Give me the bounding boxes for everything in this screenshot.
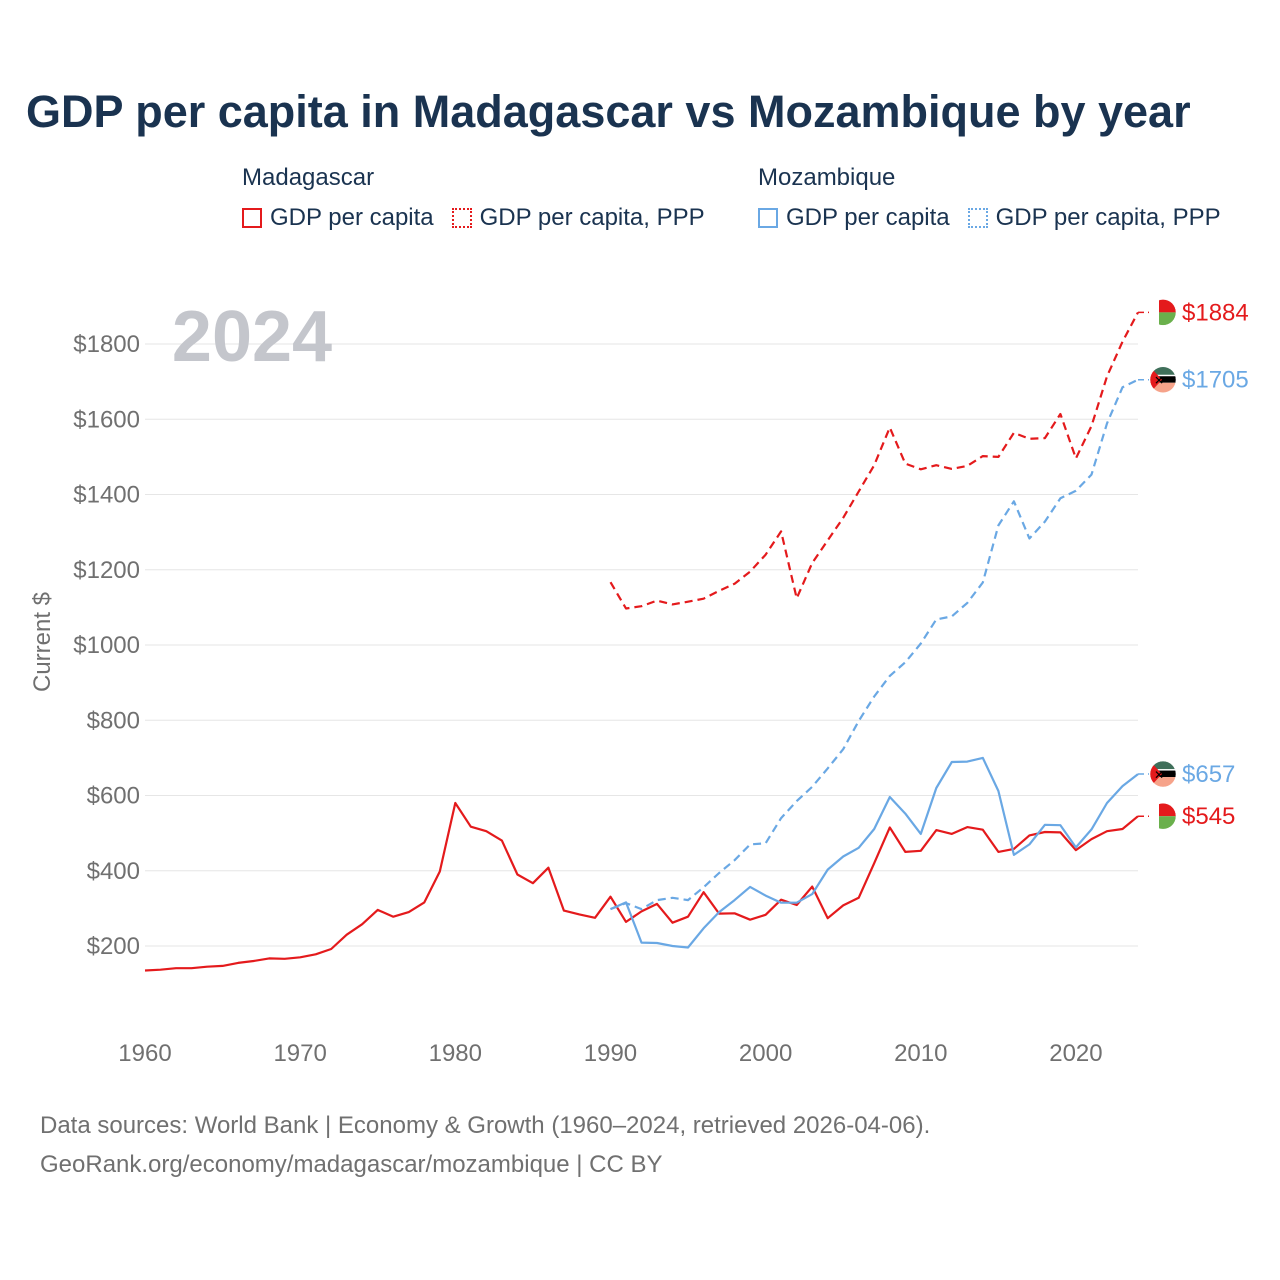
- legend-label: GDP per capita, PPP: [995, 204, 1221, 231]
- x-tick-label: 2000: [739, 1040, 792, 1067]
- series-line-3: [610, 378, 1139, 911]
- legend-label: GDP per capita: [786, 204, 950, 231]
- axes: $200 $400 $600 $800 $1000 $1200 $1400 $1600 $180…: [73, 331, 1102, 1067]
- series-line-1: [609, 311, 1139, 610]
- y-tick-label: $1800: [73, 331, 140, 358]
- series-lines: [144, 311, 1139, 972]
- x-tick-label: 1970: [273, 1040, 326, 1067]
- legend-swatch-solid-blue: [758, 208, 778, 228]
- mozambique-flag-icon: ✕: [1149, 760, 1177, 788]
- y-tick-label: $200: [87, 933, 140, 960]
- flag-black-band: [1150, 770, 1176, 778]
- flag-outline: [1149, 366, 1177, 393]
- legend-swatch-solid-red: [242, 208, 262, 228]
- y-tick-label: $1200: [73, 557, 140, 584]
- y-tick-label: $1600: [73, 406, 140, 433]
- end-value-label: $545: [1182, 803, 1235, 830]
- end-value-label: $657: [1182, 761, 1235, 788]
- x-tick-label: 1960: [118, 1040, 171, 1067]
- y-axis-label: Current $: [29, 592, 56, 692]
- madagascar-flag-icon: [1149, 802, 1177, 830]
- x-tick-label: 2020: [1049, 1040, 1102, 1067]
- flag-black-band: [1150, 375, 1176, 383]
- flag-emblem: ✕: [1154, 768, 1164, 782]
- legend-item-madagascar-gdp[interactable]: GDP per capita: [242, 204, 434, 232]
- legend-country-mozambique: Mozambique: [758, 164, 896, 191]
- footer: Data sources: World Bank | Economy & Gro…: [40, 1106, 930, 1184]
- legend-country-madagascar: Madagascar: [242, 164, 375, 191]
- flag-red-triangle: [1150, 761, 1162, 788]
- x-tick-label: 1990: [584, 1040, 637, 1067]
- series-line-2: [610, 756, 1139, 949]
- legend-group-mozambique: Mozambique GDP per capita GDP per capita…: [758, 162, 1239, 232]
- flag-green-band: [1159, 816, 1176, 830]
- end-value-label: $1884: [1182, 299, 1249, 326]
- y-tick-label: $400: [87, 858, 140, 885]
- legend-label: GDP per capita: [270, 204, 434, 231]
- y-tick-label: $1400: [73, 482, 140, 509]
- x-tick-label: 2010: [894, 1040, 947, 1067]
- legend-item-mozambique-gdp[interactable]: GDP per capita: [758, 204, 950, 232]
- legend-group-madagascar: Madagascar GDP per capita GDP per capita…: [242, 162, 723, 232]
- legend-item-mozambique-ppp[interactable]: GDP per capita, PPP: [967, 204, 1221, 232]
- legend-swatch-dotted-blue: [967, 208, 988, 228]
- end-markers: $545 $1884 ✕ $657 ✕ $1705: [1138, 299, 1249, 830]
- flag-green-band: [1159, 312, 1176, 326]
- year-watermark: 2024: [172, 297, 332, 377]
- grid-lines: [145, 343, 1138, 947]
- flag-lower-band: [1150, 382, 1176, 393]
- flag-white-stripe: [1150, 769, 1176, 771]
- legend-row-madagascar: GDP per capita GDP per capita, PPP: [242, 204, 723, 232]
- legend-row-mozambique: GDP per capita GDP per capita, PPP: [758, 204, 1239, 232]
- flag-red-band: [1159, 299, 1176, 313]
- flag-white-stripe: [1150, 374, 1176, 377]
- legend-label: GDP per capita, PPP: [479, 204, 705, 231]
- attribution-text: GeoRank.org/economy/madagascar/mozambiqu…: [40, 1151, 663, 1178]
- end-value-label: $1705: [1182, 367, 1249, 394]
- y-tick-label: $800: [87, 707, 140, 734]
- x-tick-label: 1980: [429, 1040, 482, 1067]
- flag-outline: [1149, 760, 1177, 788]
- flag-lower-band: [1150, 777, 1176, 788]
- mozambique-flag-icon: ✕: [1149, 366, 1177, 393]
- legend-item-madagascar-ppp[interactable]: GDP per capita, PPP: [451, 204, 705, 232]
- madagascar-flag-icon: [1149, 299, 1177, 326]
- flag-outline: [1149, 299, 1177, 326]
- series-line-0: [144, 801, 1139, 972]
- y-tick-label: $600: [87, 783, 140, 810]
- legend-swatch-dotted-red: [451, 208, 472, 228]
- data-sources-text: Data sources: World Bank | Economy & Gro…: [40, 1112, 931, 1139]
- flag-red-band: [1159, 803, 1176, 817]
- flag-outline: [1149, 802, 1177, 830]
- flag-green-band: [1150, 761, 1176, 771]
- flag-green-band: [1150, 366, 1176, 376]
- flag-red-triangle: [1150, 366, 1162, 393]
- flag-emblem: ✕: [1154, 374, 1164, 388]
- y-tick-label: $1000: [73, 632, 140, 659]
- chart-title: GDP per capita in Madagascar vs Mozambiq…: [26, 86, 1191, 137]
